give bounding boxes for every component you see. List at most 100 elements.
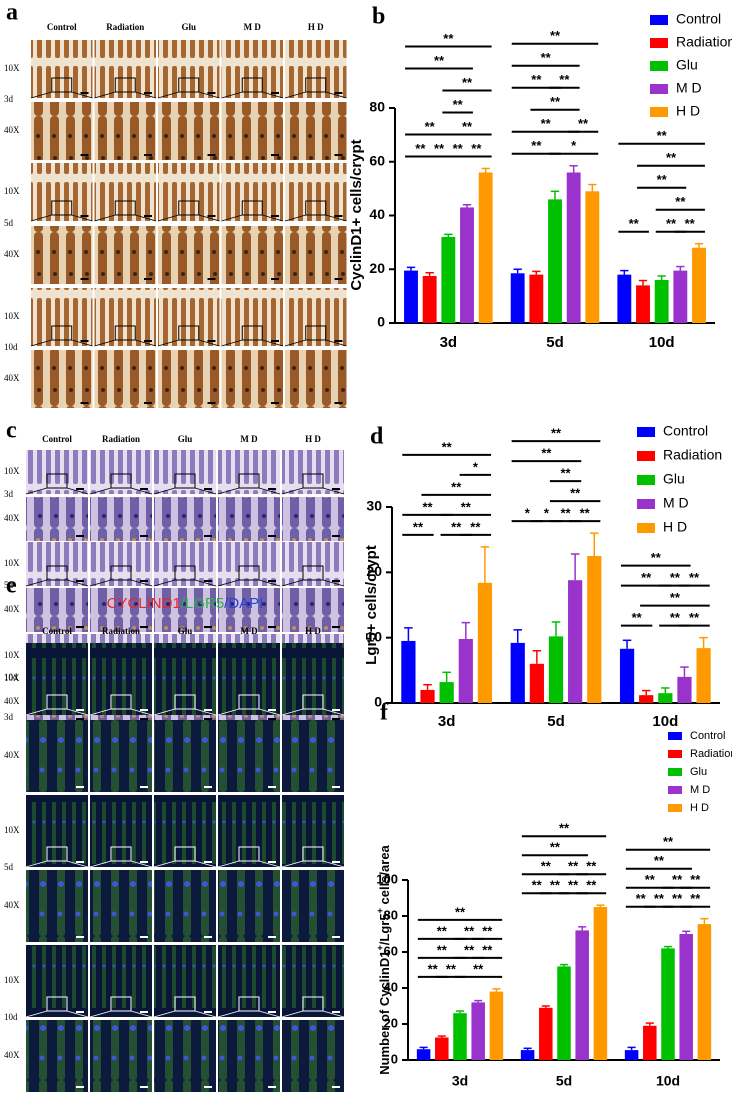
zoom-line — [66, 1010, 89, 1018]
bar — [692, 247, 706, 323]
significance-label: ** — [550, 878, 561, 893]
significance-label: ** — [641, 570, 652, 585]
legend-label: M D — [663, 495, 689, 511]
column-label: M D — [240, 434, 258, 444]
micrograph — [31, 163, 93, 221]
legend-label: Glu — [663, 471, 685, 487]
micrograph — [26, 795, 88, 867]
zoom-line — [135, 91, 157, 99]
zoom-box — [178, 77, 200, 93]
significance-label: ** — [453, 141, 464, 156]
micrograph — [94, 163, 156, 221]
x-tick-label: 3d — [452, 1073, 468, 1089]
zoom-line — [325, 339, 347, 347]
significance-label: ** — [413, 519, 424, 534]
y-tick-label: 40 — [369, 206, 385, 222]
zoom-line — [284, 91, 306, 99]
micrograph — [282, 542, 344, 586]
micrograph — [26, 870, 88, 942]
zoom-box — [241, 77, 263, 93]
x-tick-label: 5d — [546, 334, 564, 351]
significance-label: ** — [654, 891, 665, 906]
micrograph — [218, 542, 280, 586]
x-tick-label: 10d — [652, 713, 678, 730]
y-label-part: /Lgr5 — [377, 913, 392, 945]
significance-label: ** — [559, 72, 570, 87]
zoom-line — [89, 860, 112, 868]
zoom-line — [325, 91, 347, 99]
zoom-line — [258, 708, 281, 716]
zoom-line — [284, 214, 306, 222]
significance-label: ** — [551, 426, 562, 441]
micrograph — [282, 945, 344, 1017]
zoom-line — [157, 339, 179, 347]
y-tick-label: 40 — [384, 979, 398, 994]
significance-label: ** — [451, 479, 462, 494]
significance-label: ** — [568, 878, 579, 893]
legend-label: Control — [690, 730, 725, 742]
zoom-line — [71, 214, 93, 222]
zoom-line — [217, 487, 240, 495]
micrograph — [218, 795, 280, 867]
x-tick-label: 10d — [649, 334, 675, 351]
zoom-line — [25, 1010, 48, 1018]
significance-label: ** — [473, 961, 484, 976]
title-part: /LGR5 — [181, 595, 224, 612]
legend-label: Radiation — [663, 447, 722, 463]
y-tick-label: 20 — [384, 1015, 398, 1030]
legend-swatch — [650, 107, 668, 117]
panel-letter: a — [6, 0, 18, 26]
zoom-line — [217, 708, 240, 716]
zoom-box — [110, 996, 132, 1012]
significance-label: ** — [482, 942, 493, 957]
legend-swatch — [668, 786, 682, 794]
significance-label: ** — [651, 550, 662, 565]
panel-letter: e — [6, 573, 17, 599]
significance-label: ** — [541, 116, 552, 131]
micrograph — [154, 945, 216, 1017]
panel-title: CYCLIND1/LGR5/DAPI — [107, 595, 264, 612]
y-axis-label: Number of CyclinD1+/Lgr5+ cells/area — [375, 844, 392, 1074]
significance-label: ** — [568, 859, 579, 874]
bar — [510, 642, 525, 703]
significance-label: ** — [550, 840, 561, 855]
zoom-box — [51, 200, 73, 216]
zoom-box — [238, 846, 260, 862]
bar — [566, 172, 581, 323]
legend-swatch — [668, 750, 682, 758]
zoom-line — [322, 1010, 345, 1018]
day-label: 10d — [4, 1012, 18, 1022]
micrograph — [90, 945, 152, 1017]
zoom-box — [302, 565, 324, 581]
zoom-line — [281, 708, 304, 716]
zoom-box — [178, 325, 200, 341]
significance-label: ** — [670, 570, 681, 585]
y-axis-label: CyclinD1+ cells/crypt — [348, 139, 365, 290]
day-label: 5d — [4, 218, 14, 228]
bar — [548, 199, 562, 323]
significance-label: ** — [425, 119, 436, 134]
zoom-line — [262, 91, 284, 99]
legend-label: Control — [676, 11, 721, 27]
zoom-box — [178, 200, 200, 216]
bar — [435, 1037, 449, 1060]
bar — [557, 966, 571, 1060]
micrograph — [154, 795, 216, 867]
zoom-box — [174, 846, 196, 862]
significance-label: ** — [415, 141, 426, 156]
zoom-box — [110, 565, 132, 581]
significance-label: ** — [672, 891, 683, 906]
zoom-line — [281, 1010, 304, 1018]
significance-label: ** — [570, 486, 581, 501]
legend-swatch — [668, 768, 682, 776]
legend-swatch — [637, 451, 655, 461]
bar — [617, 274, 632, 323]
micrograph — [285, 40, 347, 98]
zoom-line — [153, 487, 176, 495]
significance-label: ** — [586, 859, 597, 874]
zoom-line — [281, 579, 304, 587]
significance-label: * — [525, 506, 531, 521]
significance-label: ** — [550, 94, 561, 109]
zoom-line — [130, 487, 153, 495]
significance-label: ** — [532, 878, 543, 893]
